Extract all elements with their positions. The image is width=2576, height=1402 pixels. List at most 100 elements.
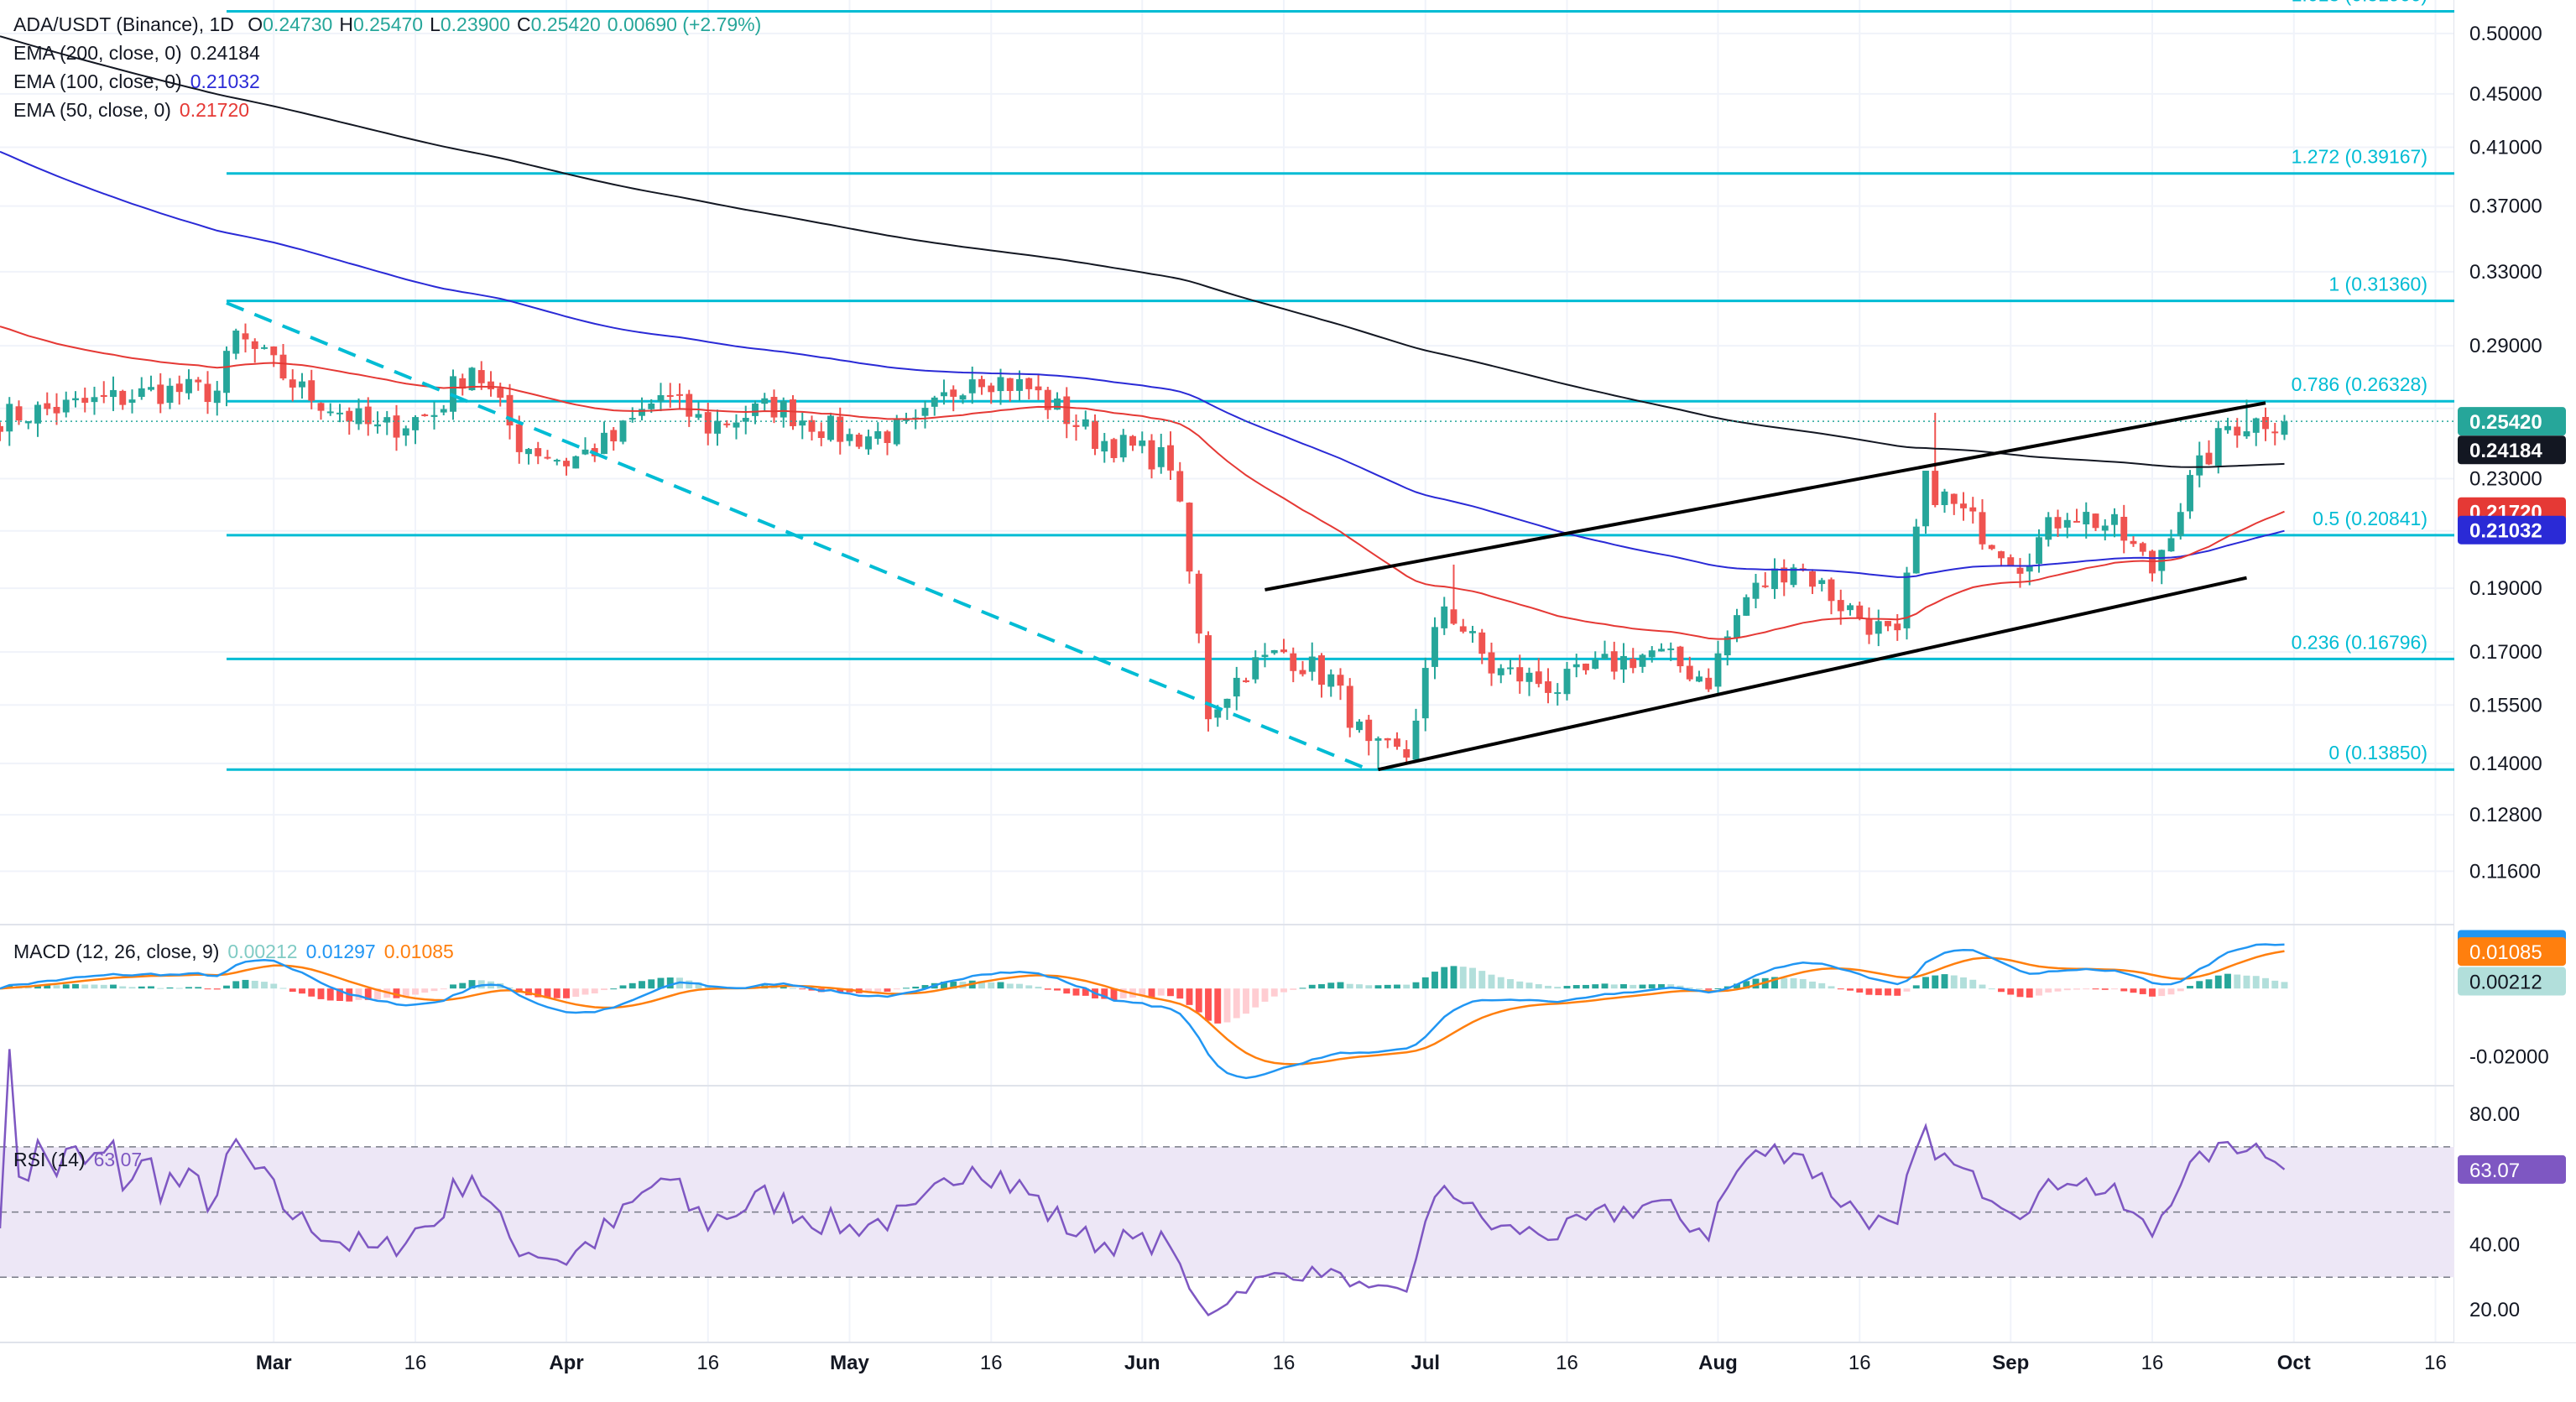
candle-body [1054,398,1061,410]
macd-histogram-bar [2063,988,2071,991]
ema50-label: EMA (50, close, 0) [13,99,171,121]
candle-body [657,395,665,402]
macd-histogram-bar [1771,977,1778,989]
macd-histogram-bar [1233,988,1240,1019]
macd-histogram-bar [1847,988,1854,991]
dashed-trendline[interactable] [226,301,1370,772]
macd-histogram-bar [412,988,419,995]
macd-histogram-bar [336,988,343,1001]
fibonacci-levels[interactable]: 1.618 (0.51966) 1.272 (0.39167) 1 (0.31360… [227,0,2454,771]
time-tick-label: 16 [696,1352,719,1374]
price-tick-label: 0.14000 [2469,753,2542,775]
macd-histogram-bar [2026,988,2033,998]
candle-body [2167,538,2175,552]
macd-histogram-bar [2139,988,2146,994]
candle-body [601,432,607,455]
candle-body [1243,680,1249,683]
ema200-legend[interactable]: EMA (200, close, 0) 0.24184 [13,42,269,65]
macd-histogram-bar [884,988,891,993]
macd-histogram-bar [2158,988,2166,997]
rsi-tag-label: 63.07 [2469,1160,2520,1182]
candle-body [1063,396,1071,425]
macd-histogram-bar [1176,988,1184,999]
channel-trendline[interactable] [1378,576,2247,772]
macd-histogram-bar [1912,985,1920,989]
macd-histogram-bar [1459,967,1467,989]
time-tick-label: 16 [1273,1352,1296,1374]
macd-histogram-bar [1676,985,1684,989]
candle-body [1356,722,1363,731]
macd-histogram-bar [1818,982,1826,989]
rsi-value: 63.07 [93,1149,143,1170]
candle-body [204,383,211,403]
macd-histogram-bar [326,988,334,1001]
ema50-legend[interactable]: EMA (50, close, 0) 0.21720 [13,99,258,122]
candle-body [81,398,89,404]
candle-body [1308,656,1316,672]
macd-histogram-bar [1356,984,1363,989]
macd-histogram-bar [450,984,456,989]
candle-body [903,419,910,421]
drawings[interactable] [226,301,2266,772]
macd-histogram-bar [44,984,51,989]
price-tag-label: 0.24184 [2469,440,2542,462]
candle-body [770,397,778,418]
macd-histogram-bar [1167,988,1174,997]
macd-histogram-bar [591,988,598,994]
candle-body [1545,681,1551,693]
candle-body [1270,649,1278,654]
time-tick-label: Mar [256,1352,292,1374]
macd-histogram-bar [780,986,787,989]
channel-trendline[interactable] [1265,401,2266,592]
symbol-title[interactable]: ADA/USDT (Binance), 1D [13,13,234,35]
ema100-legend[interactable]: EMA (100, close, 0) 0.21032 [13,70,269,93]
macd-histogram-bar [53,985,60,989]
candle-body [676,393,683,396]
candle-body [610,430,618,442]
fib-level-label: 0.236 (0.16796) [2292,631,2427,653]
candle-body [1223,698,1231,708]
macd-histogram-bar [355,988,362,1000]
macd-histogram-bar [110,984,117,989]
candle-body [695,414,702,418]
macd-histogram-bar [1630,984,1637,989]
macd-histogram-bar [1280,988,1287,993]
macd-histogram-bar [119,986,127,989]
macd-legend[interactable]: MACD (12, 26, close, 9) 0.00212 0.01297 0.0… [13,941,462,963]
rsi-legend[interactable]: RSI (14) 63.07 [13,1149,150,1171]
macd-histogram-bar [1365,985,1373,989]
candle-body [1186,503,1193,572]
time-axis[interactable]: Mar 16 Apr 16 May 16 Jun 16 Jul 16 Aug 16 Sep 16 Oct 16 [256,1352,2447,1374]
price-tag-label: 0.25420 [2469,411,2542,434]
candle-body [2271,431,2279,434]
candle-body [2111,513,2118,525]
candle-body [714,420,721,434]
symbol-legend[interactable]: ADA/USDT (Binance), 1D O0.24730 H0.25470 L… [13,13,778,36]
candle-body [581,449,589,455]
candle-body [1714,653,1722,687]
macd-histogram-bar [2073,988,2080,990]
candle-body [138,388,145,398]
macd-histogram-bar [997,982,1004,989]
macd-histogram-bar [1186,988,1193,1005]
macd-histogram-bar [1885,988,1891,996]
macd-histogram-bar [525,988,532,996]
candle-body [1403,748,1411,758]
candle-body [1110,439,1118,458]
macd-histogram-bar [185,987,192,989]
candle-body [1761,585,1769,587]
macd-histogram-bar [1572,985,1580,989]
macd-histogram-bar [157,988,164,989]
macd-histogram-bar [2243,975,2250,989]
macd-histogram-bar [1374,985,1382,989]
candle-body [346,410,353,422]
time-tick-label: Sep [1992,1352,2029,1374]
ema50-line [0,326,2285,640]
macd-histogram-bar [563,988,570,998]
macd-pane [0,943,2288,1080]
candle-body [1932,471,1939,506]
candle-body [950,389,957,397]
price-axis[interactable]: 0.50000 0.45000 0.41000 0.37000 0.33000 0.290… [2454,0,2576,1342]
macd-histogram-bar [421,988,429,993]
